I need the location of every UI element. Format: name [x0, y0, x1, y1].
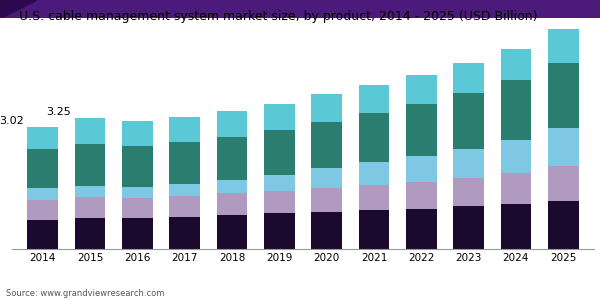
Bar: [74, 186, 106, 196]
Bar: [169, 184, 200, 196]
Bar: [311, 94, 342, 122]
Bar: [122, 146, 153, 187]
Bar: [122, 187, 153, 198]
Bar: [406, 182, 437, 208]
Bar: [359, 210, 389, 249]
Bar: [548, 201, 578, 249]
Bar: [359, 162, 389, 185]
Bar: [500, 49, 532, 80]
Bar: [28, 127, 58, 149]
Bar: [500, 80, 532, 140]
Text: 3.02: 3.02: [0, 116, 23, 126]
Bar: [359, 113, 389, 162]
Polygon shape: [0, 0, 36, 18]
Bar: [28, 220, 58, 249]
Text: 3.25: 3.25: [46, 106, 71, 117]
Bar: [28, 188, 58, 200]
Bar: [217, 111, 247, 137]
Bar: [169, 217, 200, 249]
Bar: [311, 188, 342, 212]
Bar: [453, 63, 484, 93]
Bar: [169, 196, 200, 217]
Bar: [359, 185, 389, 210]
Bar: [264, 175, 295, 191]
Bar: [264, 130, 295, 175]
Text: Source: www.grandviewresearch.com: Source: www.grandviewresearch.com: [6, 290, 164, 298]
Bar: [122, 198, 153, 218]
Bar: [74, 196, 106, 218]
Bar: [217, 180, 247, 193]
Bar: [406, 75, 437, 104]
Bar: [28, 149, 58, 188]
Bar: [74, 218, 106, 249]
Bar: [453, 93, 484, 149]
Bar: [264, 214, 295, 249]
Bar: [406, 156, 437, 182]
Bar: [500, 173, 532, 204]
Bar: [169, 142, 200, 184]
Bar: [453, 178, 484, 206]
Bar: [169, 117, 200, 142]
Bar: [359, 85, 389, 113]
Bar: [500, 204, 532, 249]
Bar: [500, 140, 532, 173]
Bar: [311, 168, 342, 188]
Bar: [548, 128, 578, 166]
Bar: [406, 208, 437, 249]
Bar: [122, 218, 153, 249]
Text: U.S. cable management system market size, by product, 2014 - 2025 (USD Billion): U.S. cable management system market size…: [19, 10, 538, 22]
Bar: [217, 215, 247, 249]
Bar: [311, 122, 342, 168]
Bar: [548, 29, 578, 62]
Bar: [453, 149, 484, 178]
Bar: [217, 193, 247, 215]
Bar: [217, 137, 247, 180]
Bar: [264, 104, 295, 130]
Bar: [74, 145, 106, 186]
Bar: [28, 200, 58, 220]
Bar: [548, 62, 578, 128]
Bar: [453, 206, 484, 249]
Bar: [264, 191, 295, 214]
Bar: [406, 104, 437, 156]
Bar: [122, 122, 153, 146]
Bar: [548, 166, 578, 201]
Bar: [74, 118, 106, 145]
Bar: [311, 212, 342, 249]
